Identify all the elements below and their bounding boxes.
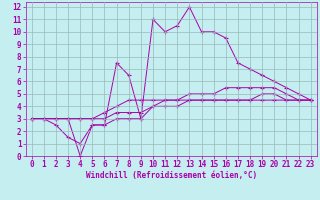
X-axis label: Windchill (Refroidissement éolien,°C): Windchill (Refroidissement éolien,°C) [86, 171, 257, 180]
